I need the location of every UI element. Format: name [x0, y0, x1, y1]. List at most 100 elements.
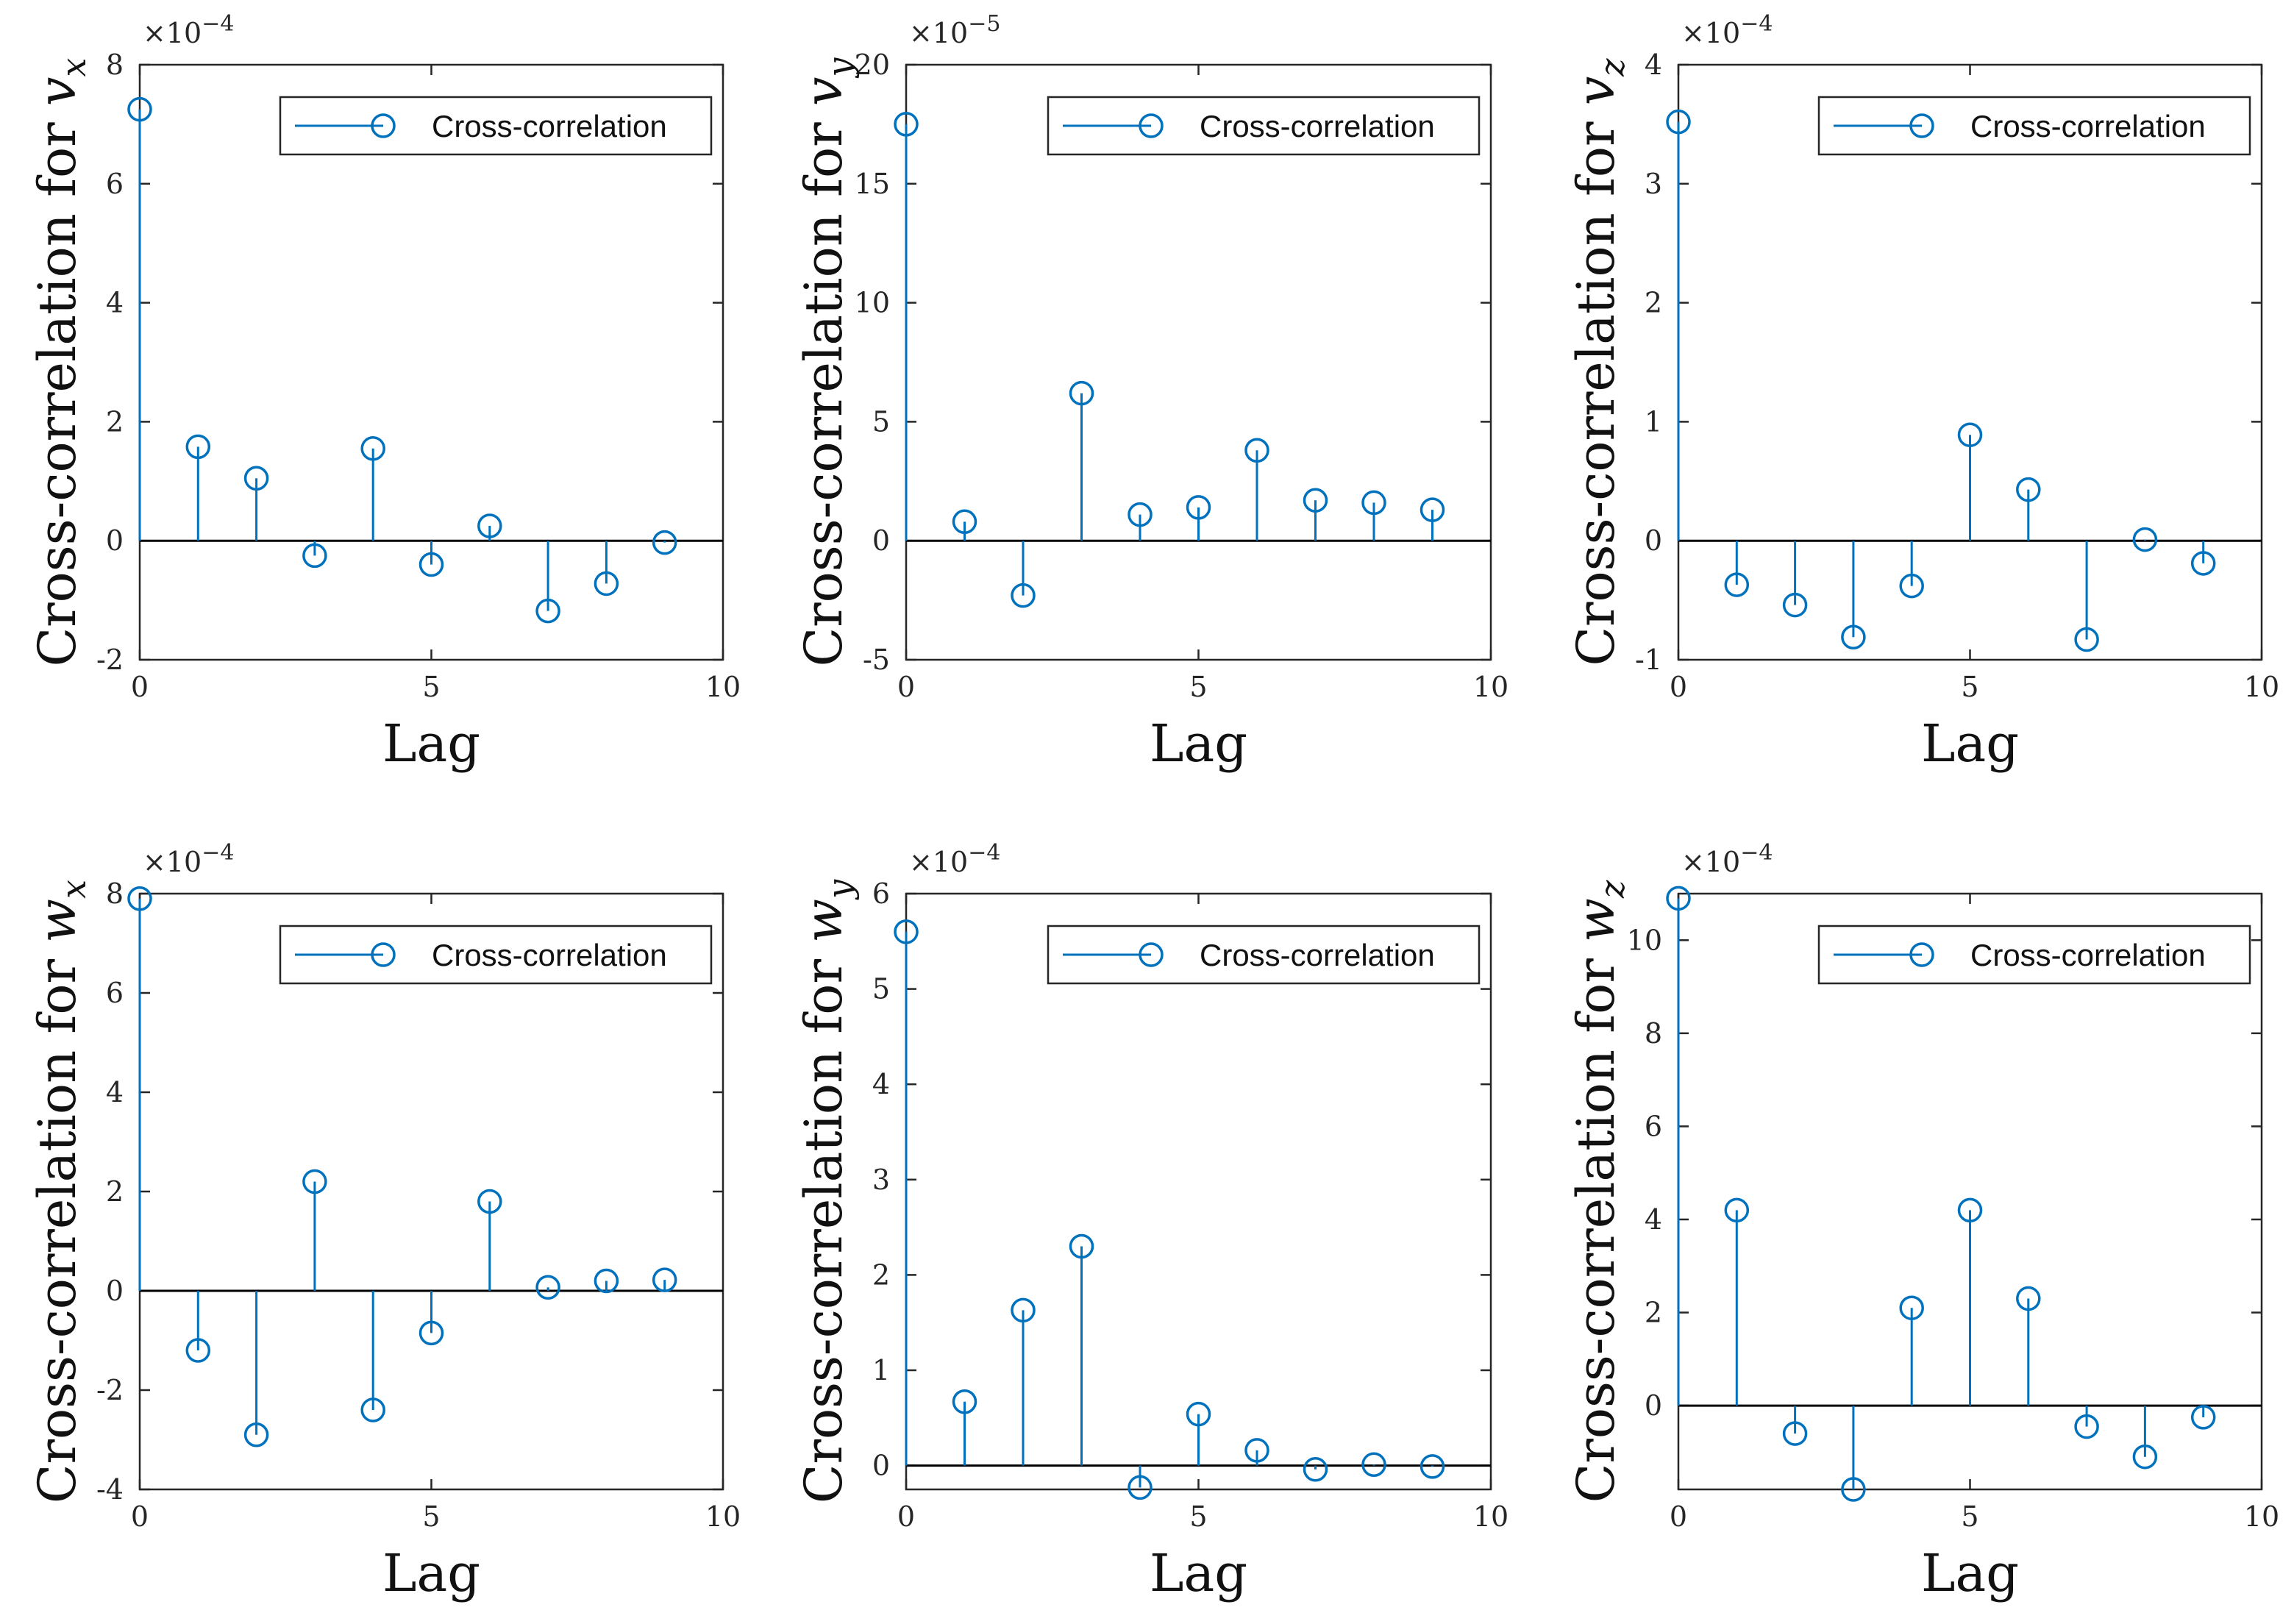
stem-marker — [1782, 1421, 1808, 1446]
stem-marker — [1069, 380, 1094, 406]
stem-marker — [243, 1422, 269, 1447]
stem-marker — [1011, 1297, 1036, 1323]
legend-marker-sample — [371, 113, 396, 138]
stem-marker — [1957, 1197, 1983, 1223]
y-tick-label: 0 — [1645, 524, 1662, 557]
y-axis-label: Cross-correlation for vz — [1566, 58, 1632, 666]
y-label-prefix: Cross-correlation for — [794, 106, 854, 666]
stem-marker — [594, 571, 619, 596]
y-axis-label: Cross-correlation for vx — [27, 58, 93, 667]
x-axis-label: Lag — [382, 713, 480, 774]
stem-marker — [418, 552, 444, 577]
y-axis-exponent: ×10−4 — [909, 840, 1000, 878]
legend-label: Cross-correlation — [1200, 109, 1435, 143]
y-tick-label: 0 — [872, 1450, 890, 1482]
stem-marker — [1666, 886, 1691, 911]
y-tick-label: 2 — [1645, 1297, 1662, 1329]
y-tick-label: 15 — [855, 168, 890, 200]
x-tick-label: 5 — [1961, 671, 1978, 703]
stem-marker — [185, 1338, 211, 1363]
y-tick-label: 4 — [106, 1076, 124, 1108]
y-tick-label: -1 — [1635, 644, 1662, 676]
y-tick-label: -4 — [96, 1473, 124, 1506]
y-tick-label: 1 — [1645, 405, 1662, 438]
exponent-power: −4 — [202, 11, 234, 37]
y-tick-label: 4 — [106, 287, 124, 319]
x-tick-label: 5 — [1189, 671, 1207, 703]
y-label-subscript: x — [54, 880, 93, 899]
y-tick-label: 3 — [1645, 168, 1662, 200]
y-tick-label: 3 — [872, 1164, 890, 1196]
y-tick-label: 6 — [106, 977, 124, 1009]
legend-box — [1047, 925, 1481, 985]
stem-marker — [1666, 109, 1691, 135]
stem-marker — [185, 434, 211, 460]
y-tick-label: 6 — [106, 168, 124, 200]
x-tick-label: 5 — [422, 1500, 440, 1533]
legend-label: Cross-correlation — [1970, 938, 2206, 972]
x-tick-label: 10 — [705, 1500, 741, 1533]
y-tick-label: 0 — [106, 1275, 124, 1307]
legend-marker-sample — [1139, 113, 1164, 138]
stem-marker — [302, 1169, 327, 1194]
y-label-subscript: x — [54, 58, 93, 77]
exponent-base: ×10 — [909, 17, 968, 49]
x-tick-label: 0 — [1670, 1500, 1687, 1533]
y-tick-label: -2 — [96, 644, 124, 676]
x-tick-label: 0 — [131, 671, 149, 703]
stem-marker — [1841, 1477, 1866, 1502]
y-tick-label: 0 — [106, 524, 124, 557]
y-label-prefix: Cross-correlation for — [1566, 942, 1626, 1503]
stem-marker — [1361, 490, 1386, 516]
chart-panel-4: 0 5 10 -4 -2 0 2 4 6 8 ×10−4 Lag Cross-correlation f… — [27, 840, 741, 1603]
exponent-power: −5 — [968, 11, 1000, 37]
y-tick-label: 10 — [855, 287, 890, 319]
stem-marker — [1724, 1197, 1750, 1223]
y-axis-exponent: ×10−4 — [143, 11, 234, 49]
y-label-prefix: Cross-correlation for — [1566, 105, 1626, 666]
y-tick-label: 2 — [106, 1175, 124, 1208]
y-tick-label: -2 — [96, 1374, 124, 1406]
stem-marker — [1419, 1454, 1445, 1479]
stem-marker — [652, 530, 677, 555]
x-tick-label: 10 — [705, 671, 741, 703]
y-label-variable: v — [794, 77, 854, 107]
stem-marker — [652, 1267, 677, 1292]
y-tick-label: 0 — [1645, 1389, 1662, 1422]
legend-marker-sample — [371, 942, 396, 967]
legend-marker-sample — [1909, 113, 1934, 138]
x-tick-label: 5 — [1189, 1500, 1207, 1533]
stem-marker — [1419, 497, 1445, 522]
x-tick-label: 5 — [1961, 1500, 1978, 1533]
stem-marker — [360, 1397, 385, 1422]
legend: Cross-correlation — [1047, 96, 1481, 156]
y-label-subscript: y — [820, 57, 860, 79]
y-label-variable: w — [27, 899, 88, 943]
legend-label: Cross-correlation — [432, 109, 667, 143]
x-tick-label: 10 — [1473, 671, 1508, 703]
stem-marker — [2190, 551, 2216, 576]
y-axis-label: Cross-correlation for wz — [1566, 880, 1632, 1503]
x-axis-label: Lag — [382, 1543, 480, 1603]
y-tick-label: 4 — [1645, 1203, 1662, 1236]
legend: Cross-correlation — [1817, 96, 2251, 156]
stem-marker — [1303, 488, 1328, 513]
legend-label: Cross-correlation — [1200, 938, 1435, 972]
legend-box — [279, 96, 713, 156]
stem-marker — [1244, 1438, 1269, 1463]
stem-marker — [1069, 1233, 1094, 1259]
legend-marker-sample — [1909, 942, 1934, 967]
exponent-base: ×10 — [909, 846, 968, 878]
y-tick-label: 5 — [872, 973, 890, 1005]
x-tick-label: 10 — [2244, 671, 2279, 703]
x-tick-label: 5 — [422, 671, 440, 703]
stem-marker — [1128, 502, 1153, 527]
stem-marker — [1841, 624, 1866, 650]
stem-marker — [1724, 572, 1750, 597]
y-tick-label: 4 — [872, 1068, 890, 1100]
stem-marker — [952, 1389, 977, 1414]
y-axis-exponent: ×10−4 — [1681, 840, 1773, 878]
y-axis-exponent: ×10−4 — [1681, 11, 1773, 49]
y-axis-label: Cross-correlation for wy — [794, 879, 860, 1503]
